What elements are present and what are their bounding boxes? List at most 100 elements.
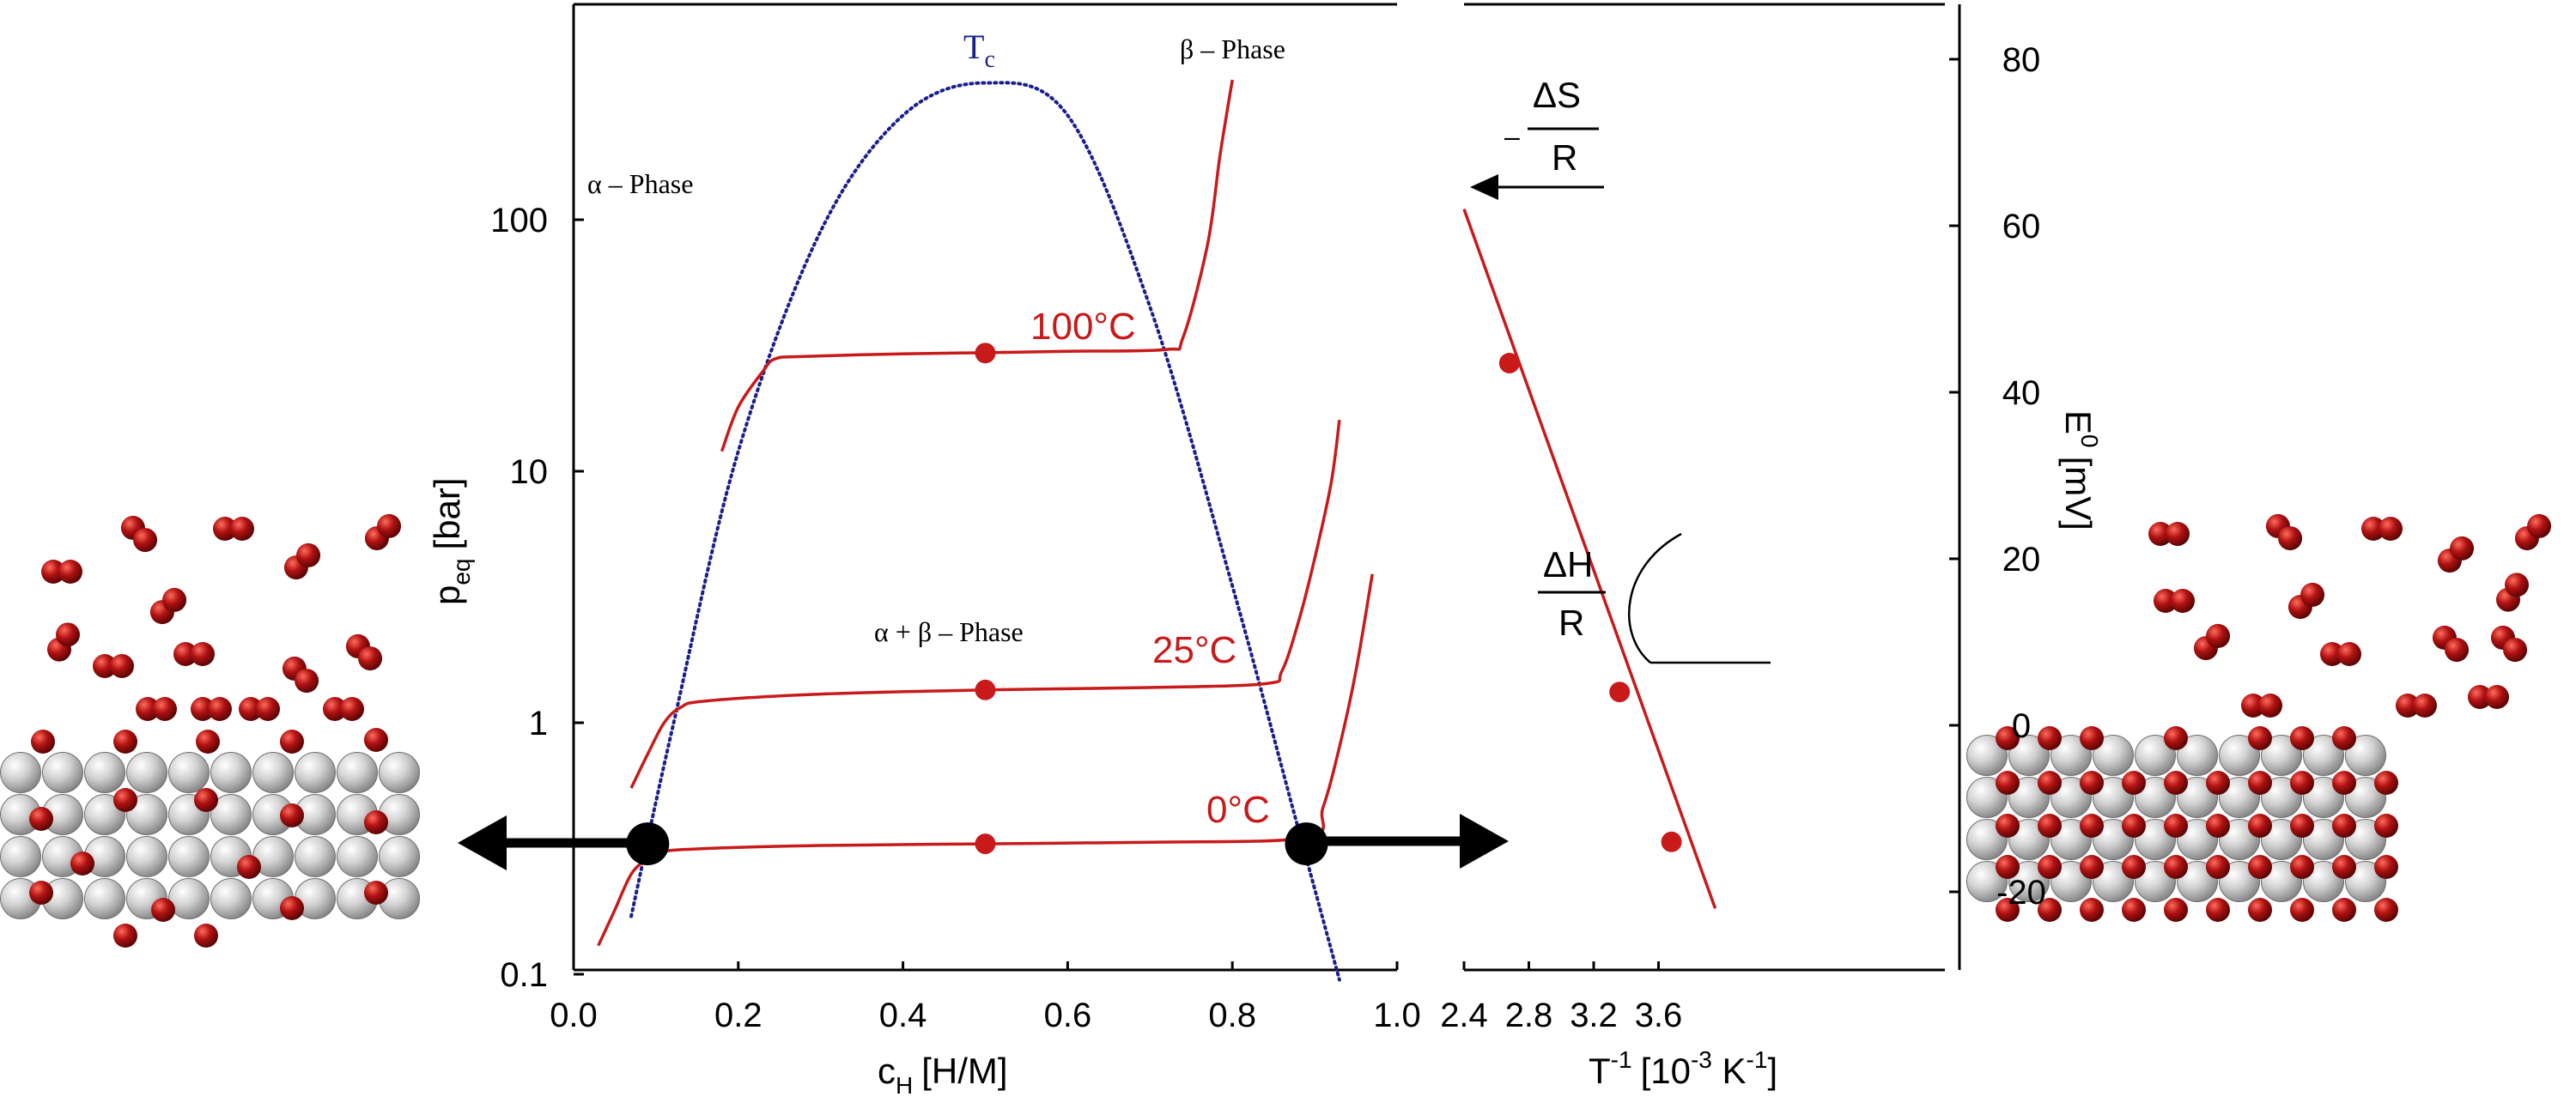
isotherm-line [720,79,1234,452]
right-y-axis-label: E0 [mV] [2058,410,2103,530]
entropy-prefix: – [1504,121,1520,152]
hydrogen-atom [2248,726,2272,750]
metal-atom [167,877,210,920]
hydrogen-atom [256,697,280,721]
metal-atom [1965,734,2008,777]
hydrogen-atom [2122,814,2146,838]
enthalpy-denominator: R [1558,603,1584,643]
hydrogen-atom [2122,771,2146,795]
hydrogen-atom [2164,814,2188,838]
hydrogen-atom [2080,855,2104,879]
pressure-concentration-chart: 0.0 0.2 0.4 0.6 0.8 1.0 0.1 1 10 100 100°C 25°C 0°… [427,3,1509,1099]
rx-label-unit-sup2: -1 [1747,1046,1768,1073]
hydrogen-atom [2374,855,2398,879]
hydrogen-atom [2337,642,2361,666]
hydrogen-atom [2080,814,2104,838]
hydrogen-atom [208,697,232,721]
hydrogen-atom [2332,898,2356,922]
hydrogen-atom [323,697,347,721]
critical-temperature-curve [629,81,1341,982]
rx-tick-label: 3.6 [1635,997,1683,1034]
isotherm-label: 0°C [1206,789,1270,831]
hydrogen-atom [113,730,137,754]
isotherm-midpoint-marker [975,679,996,700]
x-tick-label: 0.0 [550,997,598,1034]
hydrogen-atom [110,654,134,678]
metal-atom [83,877,126,920]
x-tick-label: 1.0 [1373,997,1421,1034]
hydrogen-atom [364,881,388,905]
isotherm-line [629,419,1341,789]
hydrogen-atom [56,622,80,647]
metal-atom [210,751,252,794]
hydrogen-atom [1996,855,2020,879]
hydrogen-atom [2154,589,2178,613]
metal-atom [2176,734,2219,777]
x-label-main: c [878,1051,896,1091]
metal-atom [210,877,252,920]
metal-atom [125,793,168,836]
svg-text:cH[H/M]: cH [H/M] [878,1051,1008,1099]
hydrogen-atom [153,697,177,721]
metal-atom [378,751,421,794]
hydrogen-atom [2374,898,2398,922]
hydrogen-atom [237,855,261,879]
hydrogen-atom [2332,814,2356,838]
hydrogen-atom [377,513,402,538]
hydrogen-atom [2374,771,2398,795]
svg-text:E0[mV]: E0 [mV] [2058,410,2103,530]
hydrogen-atom [2445,638,2470,663]
metal-atom [125,751,168,794]
metal-atom [336,751,379,794]
isotherm-label: 25°C [1152,629,1236,671]
hydrogen-atom [2248,771,2272,795]
isotherm-label: 100°C [1030,306,1136,348]
hydrogen-atom [2505,573,2529,597]
metal-atom [252,751,295,794]
hydrogen-atom [2527,513,2552,538]
isotherm-midpoint-marker [975,342,996,364]
ry-tick-label: 40 [2002,374,2041,412]
left-x-ticks: 0.0 0.2 0.4 0.6 0.8 1.0 [550,961,1421,1034]
hydrogen-atom [1996,898,2020,922]
hydrogen-atom [2290,726,2314,750]
x-label-unit: [H/M] [921,1051,1007,1091]
metal-atom [2092,734,2135,777]
hydrogen-atom [41,560,65,584]
hydrogen-atom [2468,685,2492,709]
rx-label-unit-mid: K [1712,1051,1747,1091]
metal-atom [294,751,337,794]
hydrogen-atom [194,788,218,812]
emf-series [1462,209,1717,909]
right-x-ticks: 2.4 2.8 3.2 3.6 [1440,961,1682,1034]
intercept-arrow-head [1470,174,1498,200]
metal-atom [125,835,168,878]
hydrogen-atom [2258,694,2282,718]
entropy-denominator: R [1552,137,1577,178]
hydrogen-atom [2290,814,2314,838]
metal-atom [2050,734,2093,777]
hydrogen-atom [2206,855,2230,879]
y-tick-label: 0.1 [500,956,548,994]
hydrogen-atom [2248,898,2272,922]
hydrogen-atom [358,646,383,671]
metal-atom [2344,734,2387,777]
hydrogen-atom [2166,522,2190,546]
hydrogen-atom [133,528,158,553]
x-tick-label: 0.4 [879,997,927,1034]
hydrogen-atom [340,697,364,721]
hydrogen-atom [213,517,237,541]
hydrogen-atom [2332,855,2356,879]
left-arrow-head [458,815,507,870]
hydrogen-atom [31,730,55,754]
hydrogen-atom [2164,855,2188,879]
hydrogen-atom [2413,694,2437,718]
hydrogen-atom [2485,685,2509,709]
hydrogen-atom [2278,526,2303,551]
left-y-axis-label: peq [bar] [427,477,475,605]
isotherm-series: 100°C 25°C 0°C [597,79,1374,982]
hydrogen-atom [113,924,137,948]
hydrogen-atom [2164,898,2188,922]
